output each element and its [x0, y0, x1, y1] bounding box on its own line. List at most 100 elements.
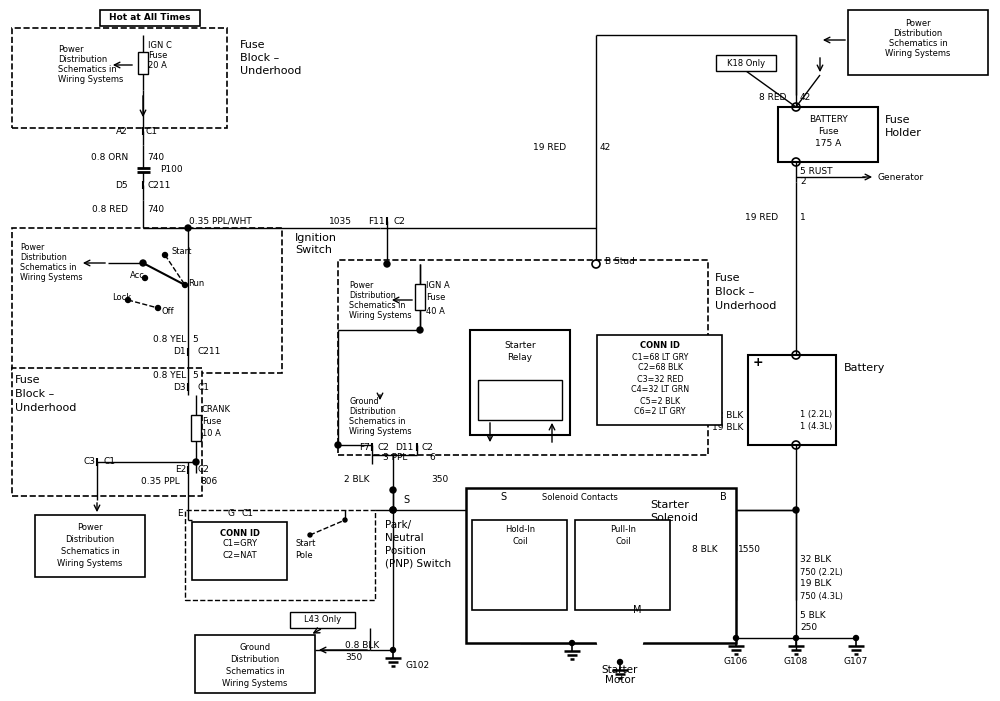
Text: 350: 350 — [431, 475, 449, 484]
Text: 42: 42 — [800, 93, 811, 102]
Text: 1: 1 — [800, 214, 806, 222]
Text: Wiring Systems: Wiring Systems — [20, 273, 82, 283]
Text: C2=NAT: C2=NAT — [223, 550, 257, 559]
Text: Underhood: Underhood — [240, 66, 301, 76]
Text: G106: G106 — [724, 658, 748, 667]
Text: Block –: Block – — [240, 53, 279, 63]
Text: 740: 740 — [147, 205, 164, 215]
Text: Neutral: Neutral — [385, 533, 424, 543]
Circle shape — [794, 636, 798, 641]
Text: +: + — [753, 355, 763, 369]
Text: D5: D5 — [115, 180, 128, 189]
Text: 40 A: 40 A — [426, 306, 445, 315]
Text: M: M — [633, 605, 641, 615]
Text: C2: C2 — [378, 442, 390, 451]
Bar — [12, 368, 202, 496]
Text: 1 (4.3L): 1 (4.3L) — [800, 423, 832, 432]
Bar — [185, 510, 375, 600]
Text: 19 RED: 19 RED — [533, 144, 566, 153]
Text: 0.8 YEL: 0.8 YEL — [153, 336, 186, 344]
Text: Fuse: Fuse — [240, 40, 266, 50]
Text: Generator: Generator — [878, 172, 924, 182]
Text: Block –: Block – — [15, 389, 54, 399]
Text: G: G — [228, 510, 235, 519]
Text: 8 BLK: 8 BLK — [692, 545, 718, 554]
Text: 19 BLK: 19 BLK — [800, 580, 831, 589]
Text: Position: Position — [385, 546, 426, 556]
Text: Start: Start — [172, 247, 192, 257]
Text: Schematics in: Schematics in — [20, 264, 76, 273]
Text: Run: Run — [188, 278, 204, 287]
Text: S: S — [500, 492, 506, 502]
Text: 19 RED: 19 RED — [745, 214, 778, 222]
Bar — [290, 612, 355, 628]
Text: A2: A2 — [116, 126, 128, 135]
Text: B Stud: B Stud — [605, 257, 635, 266]
Text: Battery: Battery — [844, 363, 885, 373]
Text: D3: D3 — [173, 383, 186, 391]
Text: L43 Only: L43 Only — [304, 615, 342, 625]
Text: Distribution: Distribution — [230, 655, 280, 665]
Text: Fuse: Fuse — [15, 375, 40, 385]
Text: 1035: 1035 — [328, 217, 352, 226]
Bar — [597, 335, 722, 425]
Text: Off: Off — [162, 308, 175, 316]
Text: 5: 5 — [192, 371, 198, 379]
Circle shape — [343, 518, 347, 522]
Circle shape — [598, 618, 642, 662]
Text: Pole: Pole — [295, 550, 313, 559]
Text: E2: E2 — [175, 465, 186, 475]
Circle shape — [793, 507, 799, 513]
Bar — [778, 107, 878, 162]
Text: Block –: Block – — [715, 287, 754, 297]
Circle shape — [156, 306, 160, 311]
Circle shape — [143, 275, 148, 280]
Text: Wiring Systems: Wiring Systems — [222, 679, 288, 688]
Text: C2: C2 — [422, 442, 434, 451]
Bar — [748, 355, 836, 445]
Text: 0.8 ORN: 0.8 ORN — [91, 154, 128, 163]
Text: Wiring Systems: Wiring Systems — [57, 559, 123, 569]
Text: Fuse: Fuse — [202, 418, 221, 426]
Text: Underhood: Underhood — [15, 403, 76, 413]
Text: 6: 6 — [429, 453, 435, 461]
Text: 10 A: 10 A — [202, 430, 221, 439]
Bar — [100, 10, 200, 26]
Circle shape — [570, 641, 574, 646]
Circle shape — [182, 283, 188, 287]
Text: C1=68 LT GRY: C1=68 LT GRY — [632, 353, 688, 362]
Text: CRANK: CRANK — [202, 405, 231, 414]
Text: B: B — [720, 492, 727, 502]
Circle shape — [390, 507, 396, 513]
Circle shape — [390, 648, 396, 653]
Bar — [470, 330, 570, 435]
Circle shape — [162, 252, 168, 257]
Circle shape — [734, 636, 738, 641]
Text: P100: P100 — [160, 165, 183, 175]
Circle shape — [390, 487, 396, 493]
Text: Coil: Coil — [512, 538, 528, 547]
Text: Ground: Ground — [349, 397, 379, 407]
Text: Distribution: Distribution — [893, 29, 943, 37]
Circle shape — [335, 442, 341, 448]
Text: Fuse: Fuse — [715, 273, 740, 283]
Text: 0.35 PPL: 0.35 PPL — [141, 477, 180, 486]
Text: 350: 350 — [345, 653, 362, 662]
Text: 32 BLK: 32 BLK — [712, 411, 743, 419]
Text: 175 A: 175 A — [815, 139, 841, 149]
Text: BATTERY: BATTERY — [809, 116, 847, 125]
Bar — [195, 635, 315, 693]
Text: 5 BLK: 5 BLK — [800, 611, 826, 620]
Text: C2=68 BLK: C2=68 BLK — [638, 364, 682, 372]
Circle shape — [417, 327, 423, 333]
Text: Wiring Systems: Wiring Systems — [885, 48, 951, 57]
Text: 1550: 1550 — [738, 545, 761, 554]
Text: Fuse: Fuse — [148, 50, 167, 60]
Text: Fuse: Fuse — [426, 294, 445, 303]
Text: Lock: Lock — [112, 294, 131, 303]
Circle shape — [308, 533, 312, 537]
Text: Ignition: Ignition — [295, 233, 337, 243]
Circle shape — [618, 660, 622, 665]
Text: F7: F7 — [359, 442, 370, 451]
Bar — [338, 260, 708, 455]
